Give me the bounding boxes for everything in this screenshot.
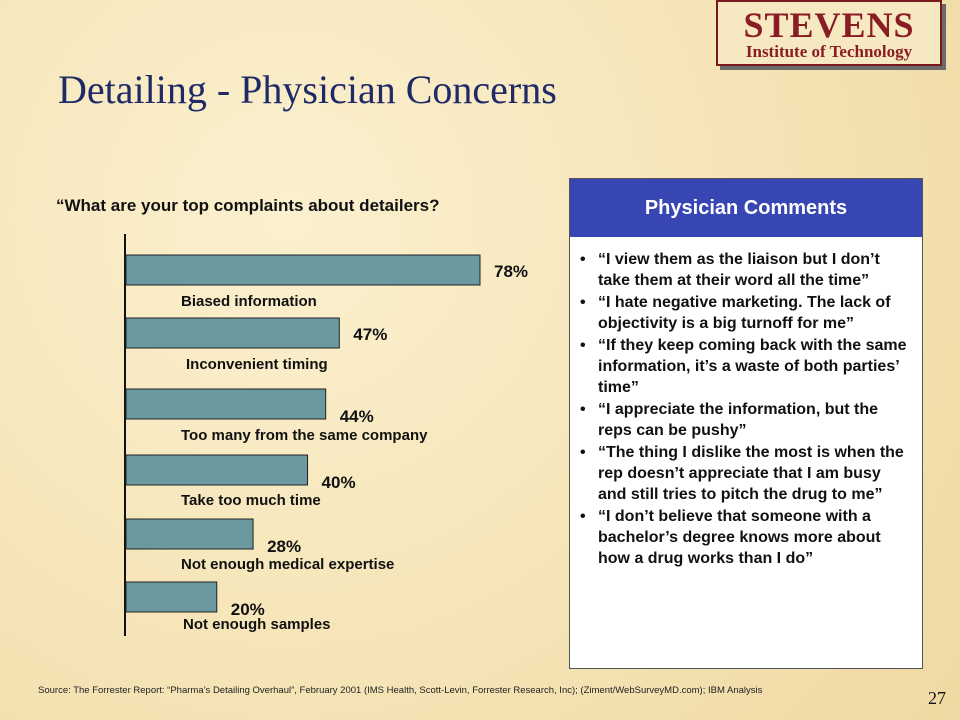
bar-value-label: 47%: [353, 325, 387, 344]
comment-item: • “The thing I dislike the most is when t…: [580, 442, 912, 505]
comment-text: “I view them as the liaison but I don’t …: [598, 251, 880, 289]
comment-item: • “I appreciate the information, but the …: [580, 399, 912, 441]
category-label: Too many from the same company: [181, 427, 428, 444]
comment-text: “I appreciate the information, but the r…: [598, 401, 879, 439]
page-number: 27: [928, 688, 946, 708]
physician-comments-panel: Physician Comments • “I view them as the …: [569, 178, 923, 669]
logo-subtitle: Institute of Technology: [745, 42, 913, 61]
slide-title: Detailing - Physician Concerns: [58, 67, 557, 112]
bar-1: [125, 254, 481, 286]
bar-value-label: 44%: [340, 407, 374, 426]
bar-2: [125, 317, 340, 349]
logo-name: STEVENS: [743, 5, 915, 45]
bullet-icon: •: [580, 337, 586, 354]
complaints-bar-chart: 78% Biased information 47% Inconvenient tim…: [124, 234, 528, 636]
category-label: Take too much time: [181, 492, 321, 509]
comment-item: • “If they keep coming back with the same…: [580, 335, 912, 398]
category-label: Not enough medical expertise: [181, 556, 394, 573]
bar-6: [125, 581, 218, 613]
comments-header: Physician Comments: [570, 179, 922, 237]
bar-value-label: 40%: [322, 473, 356, 492]
category-label: Not enough samples: [183, 616, 331, 633]
survey-question: “What are your top complaints about deta…: [56, 196, 440, 215]
bullet-icon: •: [580, 444, 586, 461]
comments-list: • “I view them as the liaison but I don’t…: [570, 237, 922, 569]
comment-item: • “I hate negative marketing. The lack of…: [580, 292, 912, 334]
bullet-icon: •: [580, 294, 586, 311]
bar-value-label: 28%: [267, 537, 301, 556]
bar-3: [125, 388, 327, 420]
comment-text: “The thing I dislike the most is when th…: [598, 444, 904, 503]
bar-4: [125, 454, 309, 486]
bar-value-label: 20%: [231, 600, 265, 619]
stevens-logo: STEVENS Institute of Technology: [716, 0, 942, 66]
comment-item: • “I don’t believe that someone with a ba…: [580, 506, 912, 569]
category-label: Inconvenient timing: [186, 356, 328, 373]
comment-text: “I don’t believe that someone with a bac…: [598, 508, 881, 567]
bullet-icon: •: [580, 401, 586, 418]
bullet-icon: •: [580, 508, 586, 525]
bar-5: [125, 518, 254, 550]
bullet-icon: •: [580, 251, 586, 268]
bar-value-label: 78%: [494, 262, 528, 281]
source-note: Source: The Forrester Report: “Pharma’s …: [38, 685, 763, 696]
comment-text: “If they keep coming back with the same …: [598, 337, 907, 396]
comment-item: • “I view them as the liaison but I don’t…: [580, 249, 912, 291]
comment-text: “I hate negative marketing. The lack of …: [598, 294, 891, 332]
category-label: Biased information: [181, 293, 317, 310]
